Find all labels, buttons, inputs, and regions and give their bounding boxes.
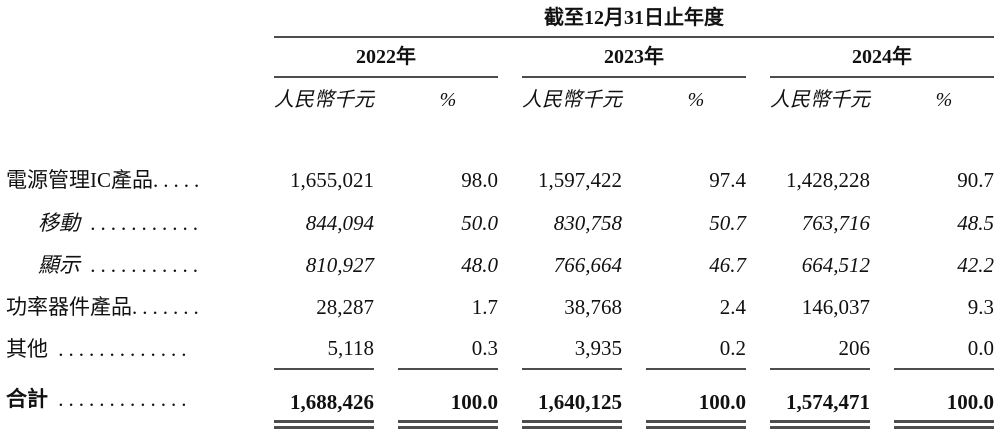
pct-cell: 0.2 — [646, 329, 746, 370]
total-label-text: 合計 — [6, 387, 48, 411]
total-pct-cell: 100.0 — [646, 370, 746, 429]
unit-header-2023: 人民幣千元 — [522, 89, 622, 111]
pct-cell: 0.0 — [894, 329, 994, 370]
amount-cell: 28,287 — [316, 295, 374, 319]
dot-leader: ..... — [153, 167, 205, 192]
amount-cell: 766,664 — [553, 252, 622, 277]
pct-cell: 2.4 — [719, 295, 746, 319]
total-amount-cell: 1,640,125 — [522, 370, 622, 429]
table-title: 截至12月31日止年度 — [274, 0, 994, 38]
row-label-power-management-ic: 電源管理IC產品..... — [6, 158, 250, 202]
pct-cell: 50.7 — [709, 210, 746, 235]
pct-cell: 98.0 — [461, 167, 498, 192]
row-label-text: 功率器件產品 — [6, 295, 132, 319]
pct-header-2023: % — [687, 89, 705, 111]
pct-cell: 48.5 — [957, 210, 994, 235]
pct-header-2022: % — [439, 89, 457, 111]
total-pct-cell: 100.0 — [398, 370, 498, 429]
row-label-text: 顯示 — [38, 252, 80, 277]
amount-cell: 1,597,422 — [538, 167, 622, 192]
amount-cell: 844,094 — [305, 210, 374, 235]
pct-cell: 90.7 — [957, 167, 994, 192]
dot-leader: ........... — [80, 210, 203, 235]
pct-cell: 48.0 — [461, 252, 498, 277]
pct-cell: 97.4 — [709, 167, 746, 192]
pct-cell: 50.0 — [461, 210, 498, 235]
total-row-label: 合計 ............. — [6, 370, 250, 429]
total-amount-cell: 1,574,471 — [770, 370, 870, 429]
total-amount-cell: 1,688,426 — [274, 370, 374, 429]
unit-header-2022: 人民幣千元 — [274, 89, 374, 111]
amount-cell: 1,428,228 — [786, 167, 870, 192]
row-label-others: 其他 ............. — [6, 329, 250, 370]
amount-cell: 206 — [770, 329, 870, 370]
amount-cell: 763,716 — [801, 210, 870, 235]
year-header-2022: 2022年 — [274, 38, 498, 78]
amount-cell: 5,118 — [274, 329, 374, 370]
dot-leader: ............. — [48, 337, 192, 361]
pct-cell: 46.7 — [709, 252, 746, 277]
pct-cell: 0.3 — [398, 329, 498, 370]
row-label-display: 顯示 ........... — [6, 244, 250, 286]
year-header-2024: 2024年 — [770, 38, 994, 78]
amount-cell: 38,768 — [564, 295, 622, 319]
dot-leader: ....... — [132, 295, 204, 319]
row-label-mobile: 移動 ........... — [6, 202, 250, 244]
row-label-text: 其他 — [6, 337, 48, 361]
total-pct-cell: 100.0 — [894, 370, 994, 429]
amount-cell: 3,935 — [522, 329, 622, 370]
pct-header-2024: % — [935, 89, 953, 111]
amount-cell: 810,927 — [305, 252, 374, 277]
dot-leader: ........... — [80, 252, 203, 277]
row-label-power-devices: 功率器件產品....... — [6, 286, 250, 329]
row-label-text: 移動 — [38, 210, 80, 235]
revenue-breakdown-table: 截至12月31日止年度 2022年 2023年 2024年 人民幣千元 % 人民… — [6, 0, 994, 429]
unit-header-2024: 人民幣千元 — [770, 89, 870, 111]
amount-cell: 664,512 — [801, 252, 870, 277]
row-label-text: 電源管理IC產品 — [6, 167, 153, 192]
year-header-2023: 2023年 — [522, 38, 746, 78]
amount-cell: 1,655,021 — [290, 167, 374, 192]
pct-cell: 1.7 — [471, 295, 498, 319]
pct-cell: 9.3 — [967, 295, 994, 319]
dot-leader: ............. — [48, 387, 192, 411]
amount-cell: 830,758 — [553, 210, 622, 235]
pct-cell: 42.2 — [957, 252, 994, 277]
amount-cell: 146,037 — [801, 295, 870, 319]
